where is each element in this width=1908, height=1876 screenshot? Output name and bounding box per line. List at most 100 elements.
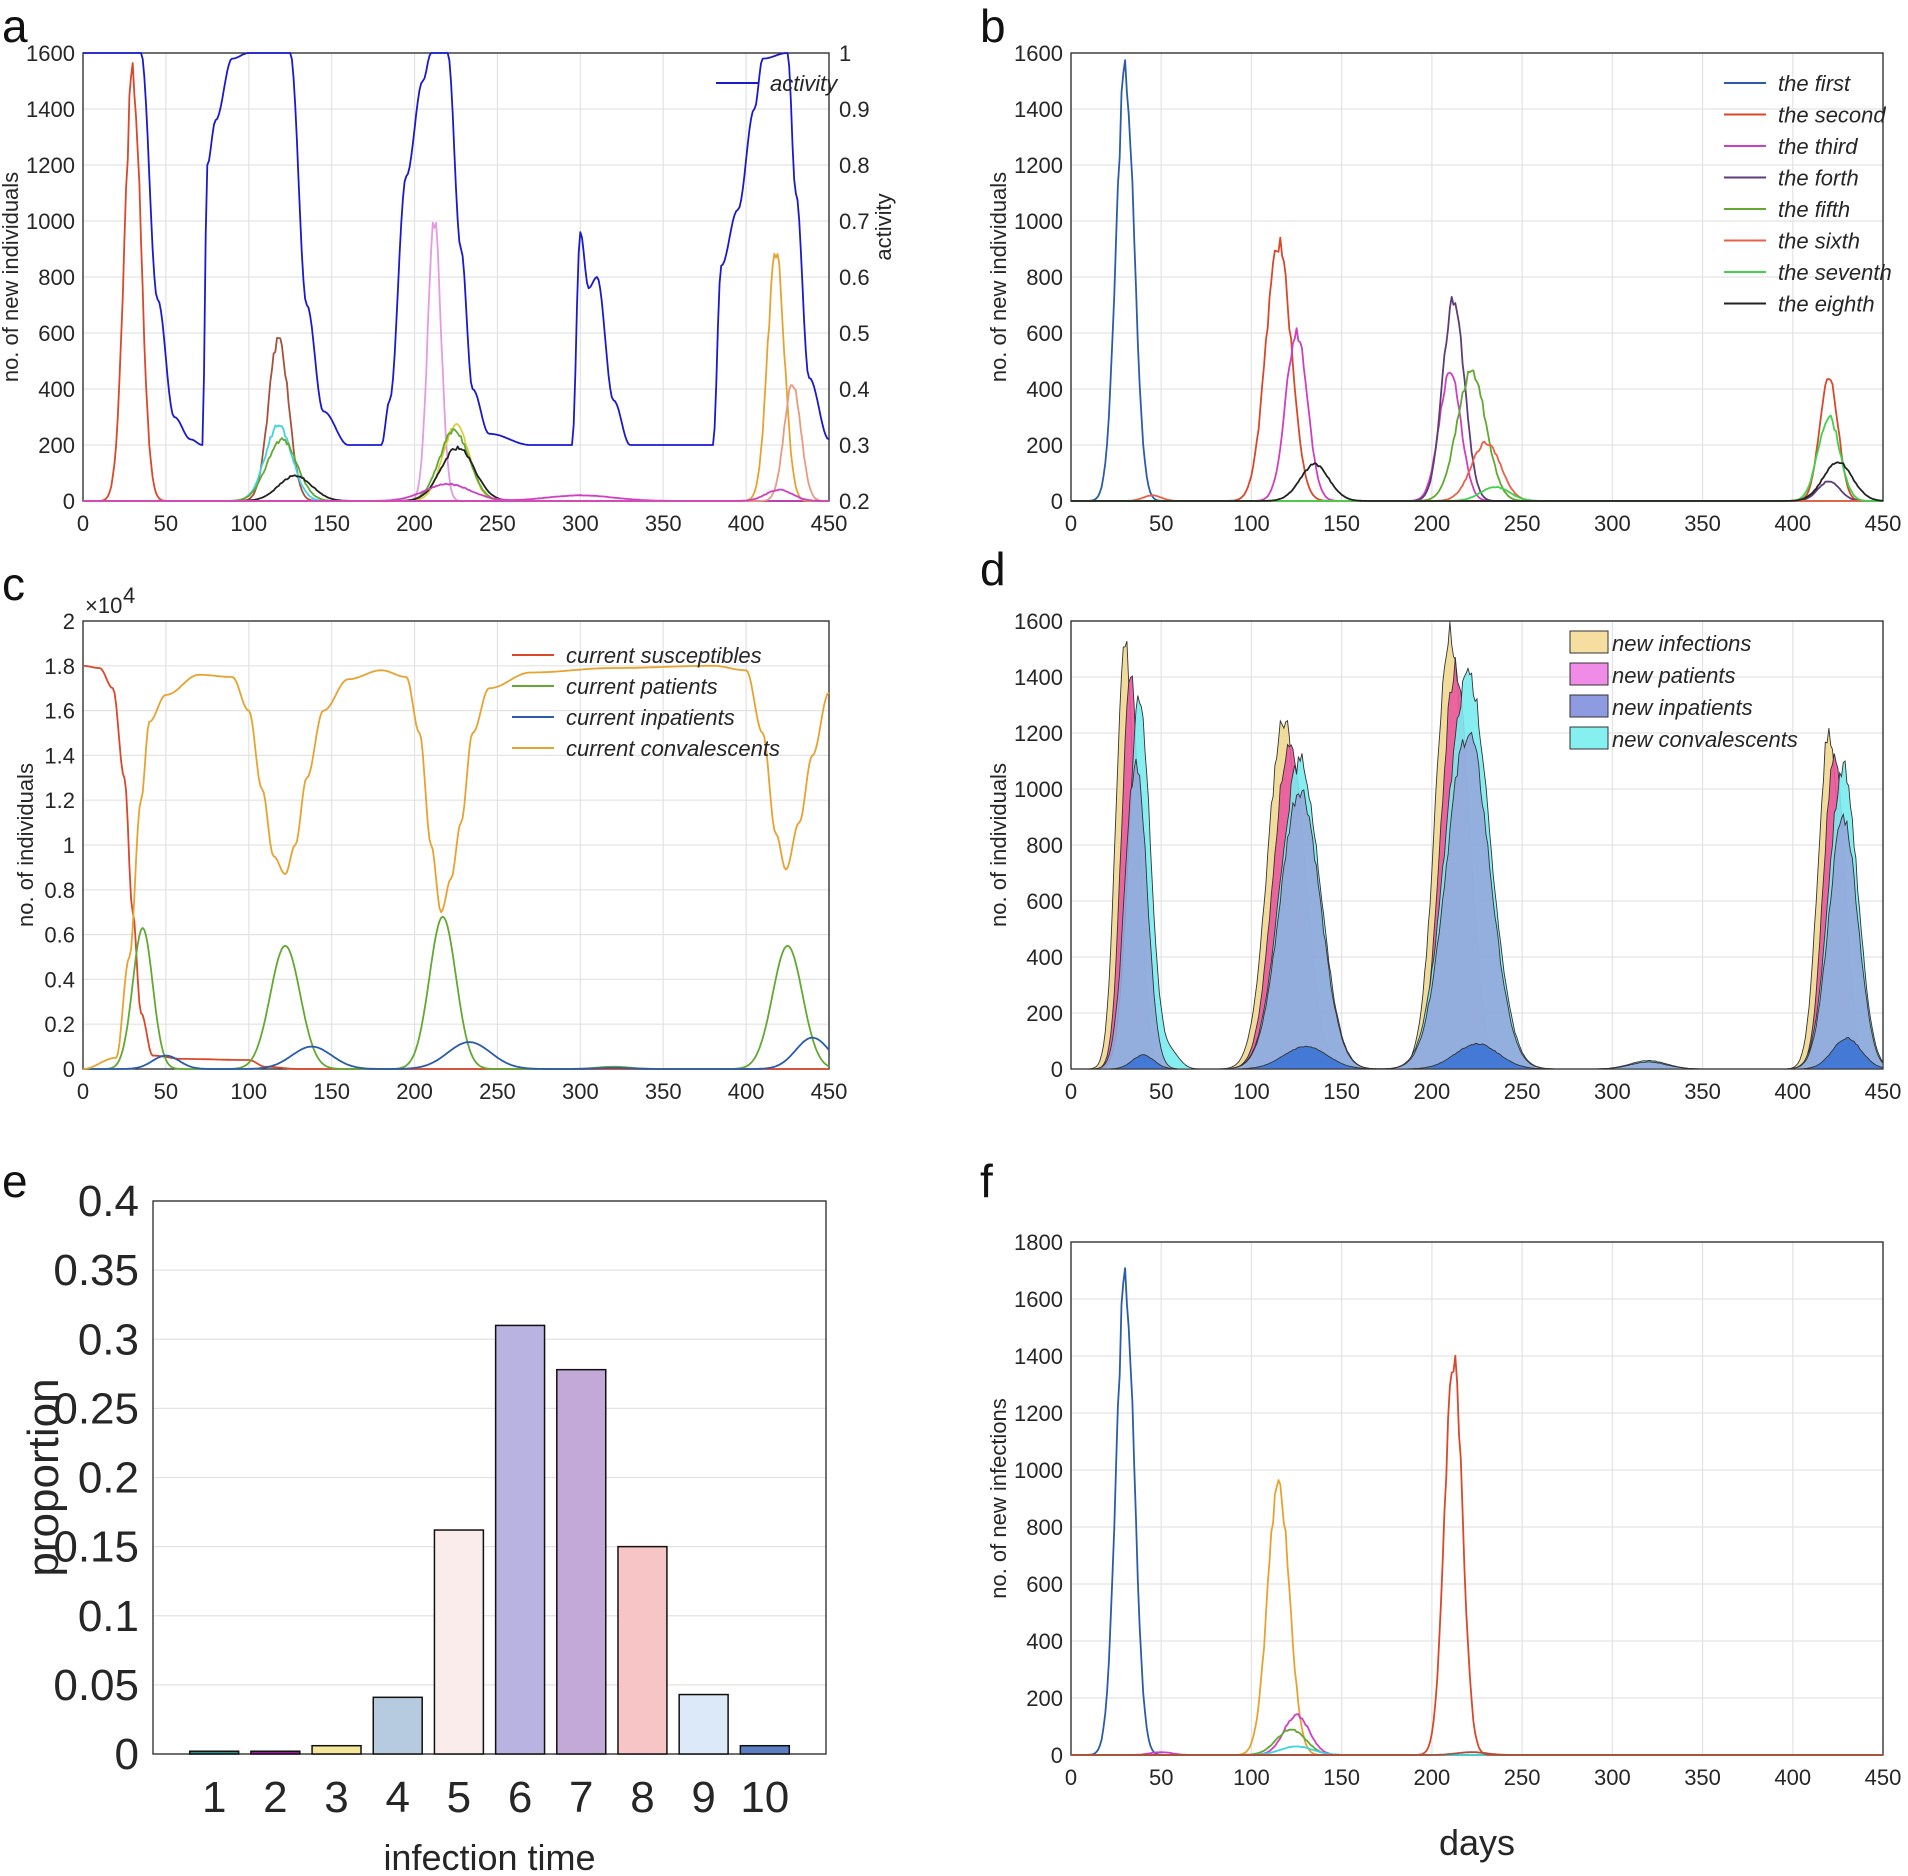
- y-tick-label: 800: [1026, 1515, 1063, 1540]
- x-tick-label: 450: [1865, 1765, 1902, 1790]
- legend: new infections new patients new inpatients…: [1569, 630, 1798, 752]
- y-tick-label: 200: [1026, 433, 1063, 458]
- y-tick-label: 0.8: [44, 878, 75, 903]
- y-tick-label: 1400: [1014, 665, 1063, 690]
- legend-label: the third: [1778, 134, 1858, 159]
- panel-c: c 0 50 100 150 200 250 300 350 400 450 0 0.2 0.4 0.6 0.…: [2, 558, 847, 1104]
- x-tick-label: 100: [230, 1079, 267, 1104]
- y-tick-label: 0.2: [44, 1012, 75, 1037]
- x-tick-label: 250: [1504, 1079, 1541, 1104]
- panel-b: b 0 50 100 150 200 250 300 350 400 450 0 200 400 600 80…: [980, 0, 1901, 536]
- y-axis-title: no. of individuals: [13, 763, 38, 927]
- x-tick-label: 200: [1414, 1765, 1451, 1790]
- y-tick-label: 1400: [1014, 97, 1063, 122]
- x-tick-label: 100: [230, 511, 267, 536]
- line-the-first: [1071, 59, 1883, 502]
- y-tick-label: 600: [1026, 889, 1063, 914]
- legend-label: new infections: [1612, 631, 1751, 656]
- y-tick-label: 800: [38, 265, 75, 290]
- panel-label: f: [980, 1155, 993, 1207]
- line-the-third: [1071, 327, 1883, 502]
- bar-1: [188, 1750, 240, 1755]
- x-tick-label: 150: [1323, 1079, 1360, 1104]
- y2-tick-label: 0.6: [839, 265, 870, 290]
- panel-label: e: [2, 1155, 28, 1207]
- y-tick-label: 0.4: [44, 967, 75, 992]
- line-wave-3b: [83, 423, 829, 502]
- y-tick-label: 1200: [1014, 721, 1063, 746]
- legend-swatch: [1569, 726, 1609, 750]
- y-tick-label: 400: [1026, 1629, 1063, 1654]
- x-tick-label: 50: [1149, 1079, 1173, 1104]
- line-the-eighth: [1071, 461, 1884, 502]
- y-tick-label: 1600: [1014, 609, 1063, 634]
- y-tick-label: 600: [1026, 1572, 1063, 1597]
- y-tick-label: 1.4: [44, 743, 75, 768]
- x-tick-label: 50: [1149, 1765, 1173, 1790]
- line-fifth: [1071, 1745, 1883, 1756]
- bar-5: [433, 1529, 485, 1755]
- y2-axis-title: activity: [871, 193, 896, 260]
- y-tick-label: 1400: [26, 97, 75, 122]
- panel-d: d 0 50 100 150 200 250 300 350 400 450 0 200 400 600 80…: [980, 543, 1901, 1104]
- category-label: 1: [202, 1773, 226, 1822]
- bar-6: [494, 1324, 546, 1755]
- x-tick-label: 250: [1504, 1765, 1541, 1790]
- panel-label: a: [2, 0, 28, 52]
- x-tick-label: 250: [1504, 511, 1541, 536]
- x-tick-label: 400: [1774, 1765, 1811, 1790]
- x-tick-label: 450: [811, 1079, 848, 1104]
- x-tick-label: 100: [1233, 1765, 1270, 1790]
- line-wave-1: [83, 62, 829, 502]
- y-tick-label: 0.1: [78, 1592, 139, 1641]
- y-tick-label: 1200: [1014, 153, 1063, 178]
- x-tick-label: 300: [562, 511, 599, 536]
- line-wave-4c: [83, 488, 829, 502]
- axes-box: [152, 1200, 827, 1755]
- bar-9: [678, 1693, 729, 1755]
- x-tick-label: 350: [645, 1079, 682, 1104]
- y-tick-label: 0.35: [53, 1246, 139, 1295]
- x-tick-label: 150: [1323, 511, 1360, 536]
- line-third: [1071, 1713, 1883, 1756]
- y-tick-label: 400: [1026, 377, 1063, 402]
- y-tick-label: 1600: [1014, 1287, 1063, 1312]
- line-wave-4b: [83, 384, 829, 502]
- x-axis-title: infection time: [383, 1837, 595, 1876]
- panel-label: b: [980, 0, 1006, 52]
- bar-3: [311, 1744, 362, 1755]
- line-the-sixth: [1071, 440, 1883, 502]
- y-tick-label: 400: [38, 377, 75, 402]
- x-tick-label: 350: [645, 511, 682, 536]
- x-tick-label: 50: [154, 1079, 178, 1104]
- x-tick-label: 200: [1414, 1079, 1451, 1104]
- x-tick-label: 0: [1065, 1765, 1077, 1790]
- x-tick-label: 0: [77, 1079, 89, 1104]
- line-seventh: [1071, 1751, 1883, 1756]
- y-tick-label: 600: [38, 321, 75, 346]
- line-activity: [83, 52, 830, 446]
- y-tick-label: 0.05: [53, 1661, 139, 1710]
- x-tick-label: 300: [1594, 1765, 1631, 1790]
- line-the-forth: [1071, 296, 1883, 502]
- axes-box: [1070, 1241, 1884, 1756]
- gridlines: [82, 52, 830, 502]
- legend-label: new convalescents: [1612, 727, 1798, 752]
- category-label: 7: [569, 1773, 593, 1822]
- bar-10: [739, 1744, 791, 1755]
- x-tick-label: 300: [1594, 1079, 1631, 1104]
- line-the-seventh: [1071, 414, 1883, 502]
- legend: the first the second the third the forth the…: [1724, 71, 1892, 317]
- legend-label: the fifth: [1778, 197, 1850, 222]
- x-tick-label: 50: [1149, 511, 1173, 536]
- x-tick-label: 350: [1684, 511, 1721, 536]
- x-tick-label: 300: [1594, 511, 1631, 536]
- y-tick-label: 1000: [1014, 777, 1063, 802]
- y-tick-label: 0: [63, 489, 75, 514]
- category-label: 5: [447, 1773, 471, 1822]
- panel-label: d: [980, 543, 1006, 595]
- x-tick-label: 400: [728, 511, 765, 536]
- y-tick-label: 1.2: [44, 788, 75, 813]
- legend-label: current susceptibles: [566, 643, 762, 668]
- category-label: 10: [740, 1773, 789, 1822]
